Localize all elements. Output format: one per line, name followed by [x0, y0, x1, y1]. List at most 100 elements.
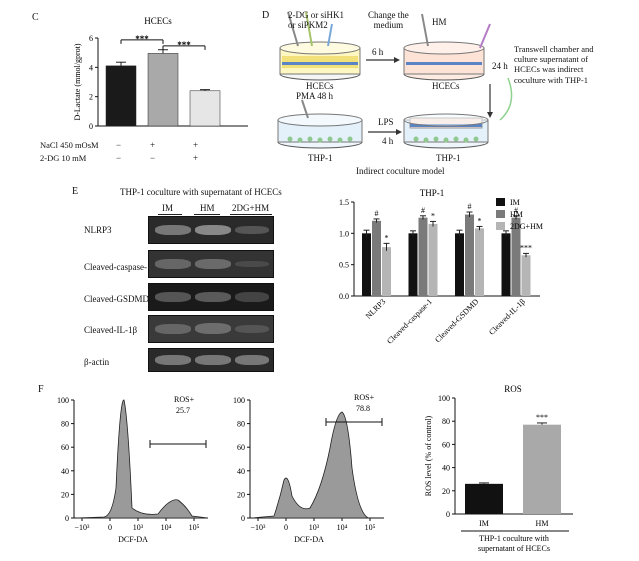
gate-label: ROS+ — [174, 395, 195, 404]
treatment-mark: + — [150, 140, 156, 150]
annotation: * — [385, 233, 389, 242]
x-tick-label: NLRP3 — [364, 297, 388, 321]
y-tick-label: 60 — [237, 443, 245, 452]
blot-row-label: Cleaved-IL-1β — [84, 325, 138, 335]
lane-label: IM — [162, 203, 173, 213]
y-tick-label: 6 — [89, 34, 93, 43]
x-axis-label: DCF-DA — [118, 535, 148, 544]
x-axis-label: DCF-DA — [294, 535, 324, 544]
bar — [455, 233, 464, 296]
lane-label: HM — [200, 203, 215, 213]
reagent-label: 2-DG or siHK1 or siPKM2 — [288, 10, 344, 31]
blot-row-label: Cleaved-GSDMD — [84, 294, 149, 304]
legend-label: 2DG+HM — [510, 222, 543, 231]
bar — [408, 233, 418, 296]
treatment-row-1-label: NaCl 450 mOsM — [40, 140, 99, 150]
histogram-area — [251, 411, 370, 519]
x-tick-label: 10⁴ — [161, 523, 172, 532]
thp-right-label: THP-1 — [436, 153, 461, 163]
lps-label: LPS — [378, 117, 394, 127]
x-tick-label: 0 — [108, 523, 112, 532]
diagram-caption: Indirect coculture model — [356, 166, 445, 176]
four-h-label: 4 h — [382, 136, 394, 146]
x-tick-label: −10³ — [75, 523, 91, 532]
treatment-mark: + — [193, 140, 199, 150]
gate-value: 78.8 — [356, 404, 370, 413]
blot-row-label: β-actin — [84, 357, 110, 367]
x-tick-label: Cleaved-GSDMD — [433, 297, 480, 344]
six-h-label: 6 h — [372, 47, 384, 57]
bar — [428, 223, 438, 296]
x-tick-label: Cleaved-IL-1β — [487, 297, 527, 337]
treatment-mark: + — [193, 153, 199, 163]
y-axis-label: ROS level (% of control) — [424, 415, 433, 496]
lane-line — [230, 214, 272, 215]
histogram-2: 0 20 40 60 80 100 −10³ 0 10³ 10⁴ 10⁵ DCF-DA ROS+ 78.8 — [233, 393, 384, 544]
x-axis-label-line: supernatant of HCECs — [478, 544, 550, 553]
y-tick-label: 20 — [442, 487, 450, 496]
y-tick-label: 20 — [237, 490, 245, 499]
thp-left-label: THP-1 — [308, 153, 333, 163]
change-medium-label: Change the medium — [368, 10, 409, 31]
annotation: # — [375, 209, 379, 218]
coculture-diagram — [277, 11, 513, 149]
bar — [465, 483, 503, 514]
x-tick-label: −10³ — [251, 523, 267, 532]
significance-label: *** — [177, 40, 191, 50]
x-tick-label: 10³ — [309, 523, 320, 532]
panel-letter-c: C — [32, 12, 39, 23]
treatment-mark: − — [150, 153, 156, 163]
y-tick-label: 80 — [237, 420, 245, 429]
treatment-row-2-label: 2-DG 10 mM — [40, 153, 87, 163]
y-tick-label: 0.5 — [339, 261, 349, 270]
bar — [475, 228, 484, 296]
y-tick-label: 40 — [61, 467, 69, 476]
y-tick-label: 0 — [89, 122, 93, 131]
legend-label: IM — [510, 198, 520, 207]
annotation: # — [421, 206, 425, 215]
dish-hcecs-left — [279, 41, 361, 81]
y-tick-label: 2 — [89, 93, 93, 102]
legend-label: HM — [510, 210, 523, 219]
gate-label: ROS+ — [354, 393, 375, 402]
x-tick-label: Cleaved-caspase-1 — [385, 297, 434, 346]
y-tick-label: 0 — [446, 510, 450, 519]
chart-f-bar: ROS 0 20 40 60 80 100 ROS level (% of control) I… — [424, 384, 573, 553]
legend-swatch — [496, 222, 505, 230]
annotation: * — [478, 216, 482, 225]
blot-gsdmd — [148, 283, 274, 311]
chart-title: ROS — [504, 384, 522, 394]
x-tick-label: 10³ — [133, 523, 144, 532]
x-tick-label: IM — [479, 519, 489, 528]
lane-label: 2DG+HM — [232, 203, 270, 213]
y-tick-label: 60 — [442, 440, 450, 449]
x-tick-label: 10⁵ — [365, 523, 376, 532]
y-tick-label: 0 — [241, 514, 245, 523]
histogram-1: 0 20 40 60 80 100 −10³ 0 10³ 10⁴ 10⁵ DCF-DA ROS+ 25.7 — [57, 395, 209, 544]
annotation: *** — [536, 413, 548, 422]
y-tick-label: 60 — [61, 443, 69, 452]
bar — [418, 217, 428, 296]
legend-swatch — [496, 210, 505, 218]
pma-label: PMA 48 h — [296, 91, 334, 101]
y-axis-label: D-Lactate (mmol/gprot) — [73, 43, 82, 120]
treatment-mark: − — [116, 140, 122, 150]
x-axis-label-line: THP-1 coculture with — [479, 534, 549, 543]
bar — [521, 255, 531, 296]
bar — [382, 247, 391, 296]
bar — [105, 65, 137, 127]
annotation: * — [431, 211, 435, 220]
blot-title: THP-1 coculture with supernatant of HCEC… — [120, 187, 282, 197]
y-tick-label: 40 — [442, 464, 450, 473]
bar — [362, 233, 371, 296]
histogram-area — [75, 399, 209, 519]
panel-letter-d: D — [262, 10, 270, 21]
blot-il1b — [148, 315, 274, 343]
x-tick-label: 10⁴ — [337, 523, 348, 532]
hcecs-right-label: HCECs — [432, 81, 460, 91]
chart-c: HCECs 0 2 4 6 D-Lactate (mmol/gprot) *** *** — [73, 16, 248, 131]
y-tick-label: 0 — [65, 514, 69, 523]
y-tick-label: 1.5 — [339, 198, 349, 207]
bar — [511, 217, 521, 296]
blot-actin — [148, 348, 274, 372]
